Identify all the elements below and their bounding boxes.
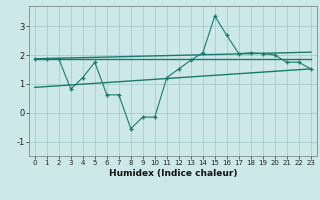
X-axis label: Humidex (Indice chaleur): Humidex (Indice chaleur)	[108, 169, 237, 178]
